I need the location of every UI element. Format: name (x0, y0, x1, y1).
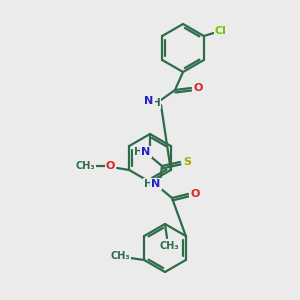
Text: N: N (144, 96, 154, 106)
Text: N: N (152, 179, 160, 189)
Text: H: H (152, 98, 160, 108)
Text: H: H (134, 147, 142, 157)
Text: Cl: Cl (215, 26, 227, 36)
Text: O: O (193, 83, 203, 93)
Text: N: N (141, 147, 151, 157)
Text: CH₃: CH₃ (159, 241, 179, 251)
Text: CH₃: CH₃ (75, 161, 95, 171)
Text: O: O (106, 161, 115, 171)
Text: S: S (183, 157, 191, 167)
Text: O: O (190, 189, 200, 199)
Text: CH₃: CH₃ (110, 251, 130, 261)
Text: H: H (144, 179, 152, 189)
